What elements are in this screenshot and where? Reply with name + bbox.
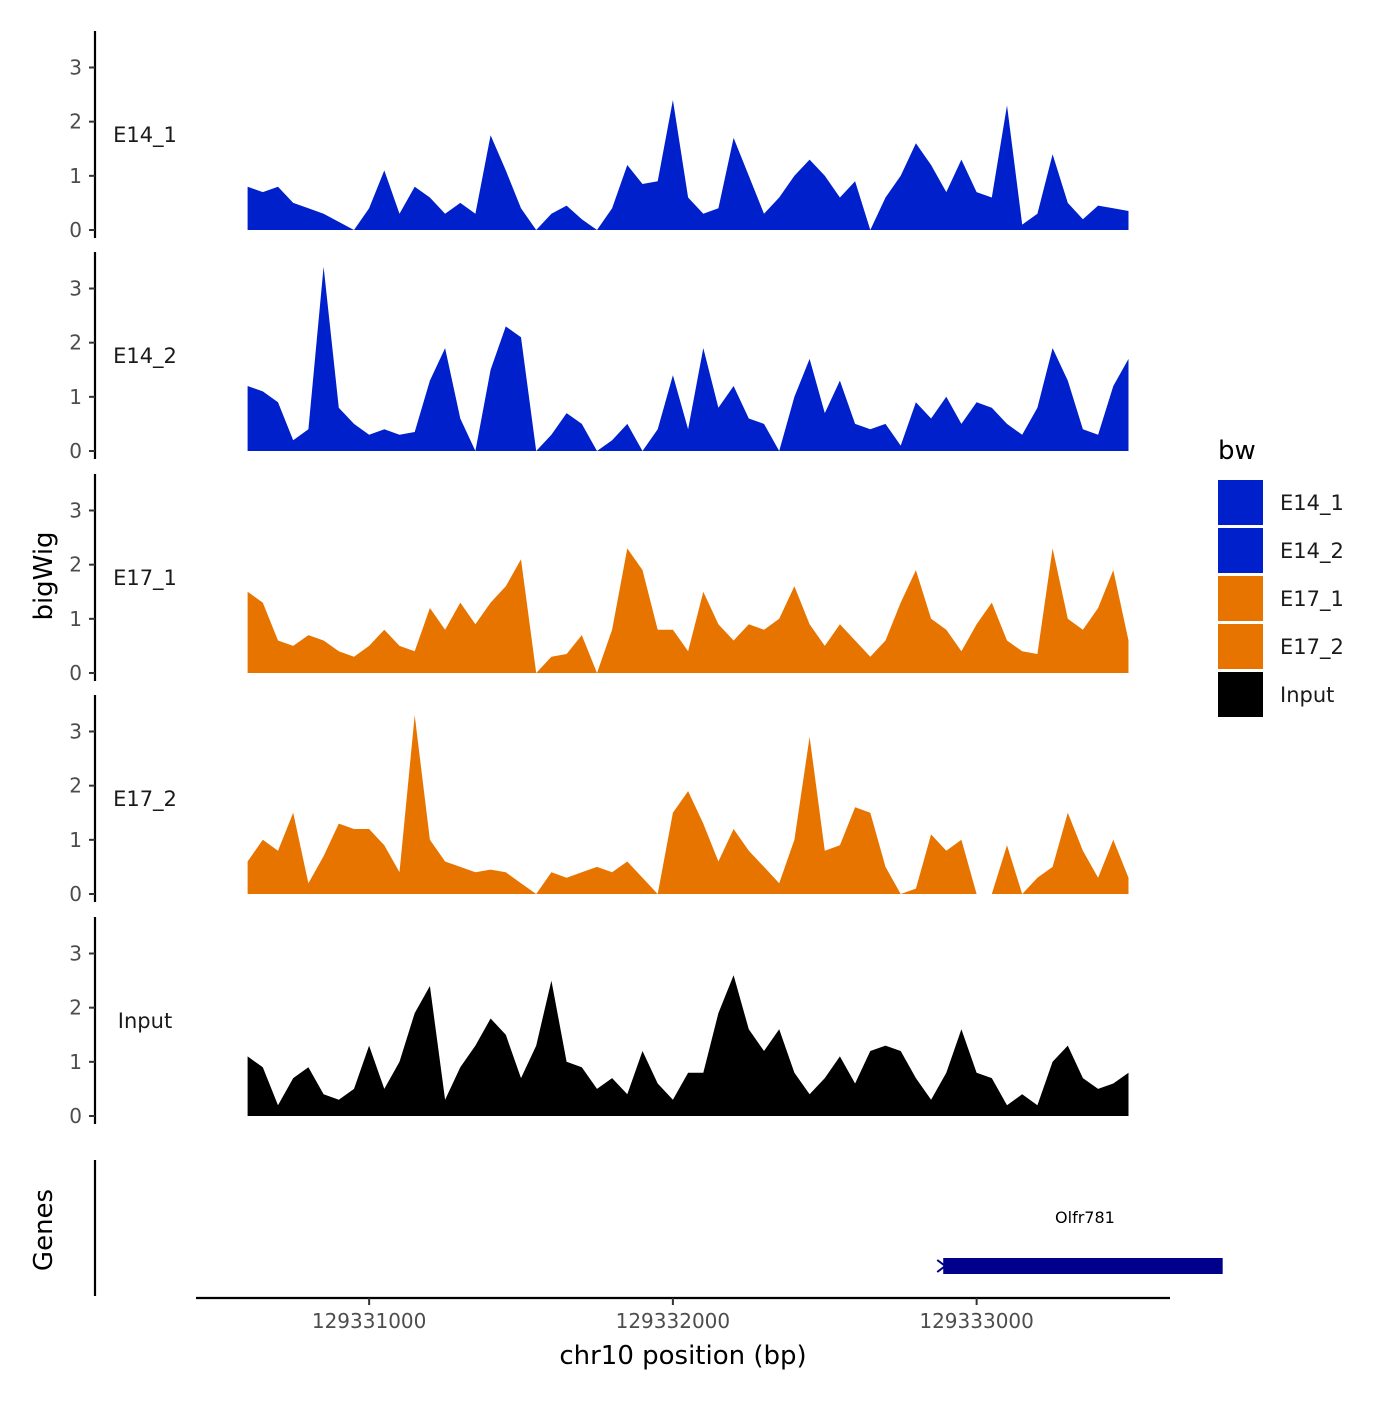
y-tick-label: 1	[69, 385, 82, 409]
y-tick-label: 0	[69, 882, 82, 906]
track-label: E17_2	[113, 787, 177, 812]
gene-strand-arrow	[936, 1259, 947, 1273]
signal-area-e14_1	[247, 100, 1129, 230]
y-tick-label: 2	[69, 331, 82, 355]
track-e17_1: 0 1 2 3 E17_1	[69, 474, 1129, 685]
legend: bw E14_1 E14_2 E17_1 E17_2 Input	[1218, 436, 1344, 717]
track-e14_2: 0 1 2 3 E14_2	[69, 252, 1129, 463]
signal-area-e17_2	[247, 715, 1129, 894]
y-tick-label: 0	[69, 1104, 82, 1128]
legend-swatch	[1218, 528, 1263, 573]
y-tick-label: 1	[69, 164, 82, 188]
x-tick-label: 129332000	[616, 1309, 731, 1333]
legend-item: E14_1	[1218, 480, 1344, 525]
y-tick-label: 1	[69, 828, 82, 852]
y-tick-label: 3	[69, 720, 82, 744]
legend-item: E17_1	[1218, 576, 1344, 621]
track-label: E14_1	[113, 123, 177, 148]
y-tick-label: 3	[69, 942, 82, 966]
track-input: 0 1 2 3 Input	[69, 917, 1129, 1128]
y-tick-label: 0	[69, 218, 82, 242]
y-axis-title: bigWig	[29, 531, 59, 620]
legend-label: E14_1	[1280, 491, 1344, 516]
y-tick-label: 3	[69, 277, 82, 301]
legend-swatch	[1218, 624, 1263, 669]
legend-label: E17_1	[1280, 587, 1344, 612]
legend-item: E14_2	[1218, 528, 1344, 573]
track-label: E14_2	[113, 344, 177, 369]
legend-label: Input	[1280, 683, 1334, 707]
y-tick-label: 1	[69, 1050, 82, 1074]
legend-swatch	[1218, 480, 1263, 525]
track-e17_2: 0 1 2 3 E17_2	[69, 695, 1129, 906]
track-e14_1: 0 1 2 3 E14_1	[69, 31, 1129, 242]
legend-label: E17_2	[1280, 635, 1344, 660]
signal-area-input	[247, 975, 1129, 1116]
y-tick-label: 3	[69, 499, 82, 523]
x-tick-label: 129331000	[312, 1309, 427, 1333]
y-tick-label: 2	[69, 996, 82, 1020]
y-tick-label: 2	[69, 553, 82, 577]
x-axis: 129331000 129332000 129333000	[196, 1296, 1170, 1333]
signal-area-e17_1	[247, 548, 1129, 673]
y-tick-label: 3	[69, 56, 82, 80]
x-tick-label: 129333000	[919, 1309, 1034, 1333]
y-tick-label: 2	[69, 110, 82, 134]
track-label: E17_1	[113, 566, 177, 591]
track-label: Input	[118, 1009, 172, 1033]
y-tick-label: 0	[69, 439, 82, 463]
legend-item: E17_2	[1218, 624, 1344, 669]
signal-area-e14_2	[247, 266, 1129, 451]
gene-body-olfr781	[943, 1258, 1223, 1274]
legend-label: E14_2	[1280, 539, 1344, 564]
genes-axis-title: Genes	[29, 1189, 59, 1271]
legend-item: Input	[1218, 672, 1334, 717]
x-axis-title: chr10 position (bp)	[559, 1341, 806, 1371]
legend-title: bw	[1218, 436, 1256, 466]
y-tick-label: 0	[69, 661, 82, 685]
legend-swatch	[1218, 672, 1263, 717]
legend-swatch	[1218, 576, 1263, 621]
y-tick-label: 1	[69, 607, 82, 631]
tracks-layer: 0 1 2 3 E14_1 0 1 2 3 E14_2 0 1 2 3 E17_1 0 1 2 3 E17_2 0 1 2 3…	[69, 31, 1129, 1128]
y-tick-label: 2	[69, 774, 82, 798]
genes-panel: Olfr781	[93, 1160, 1223, 1296]
gene-label: Olfr781	[1055, 1208, 1115, 1227]
